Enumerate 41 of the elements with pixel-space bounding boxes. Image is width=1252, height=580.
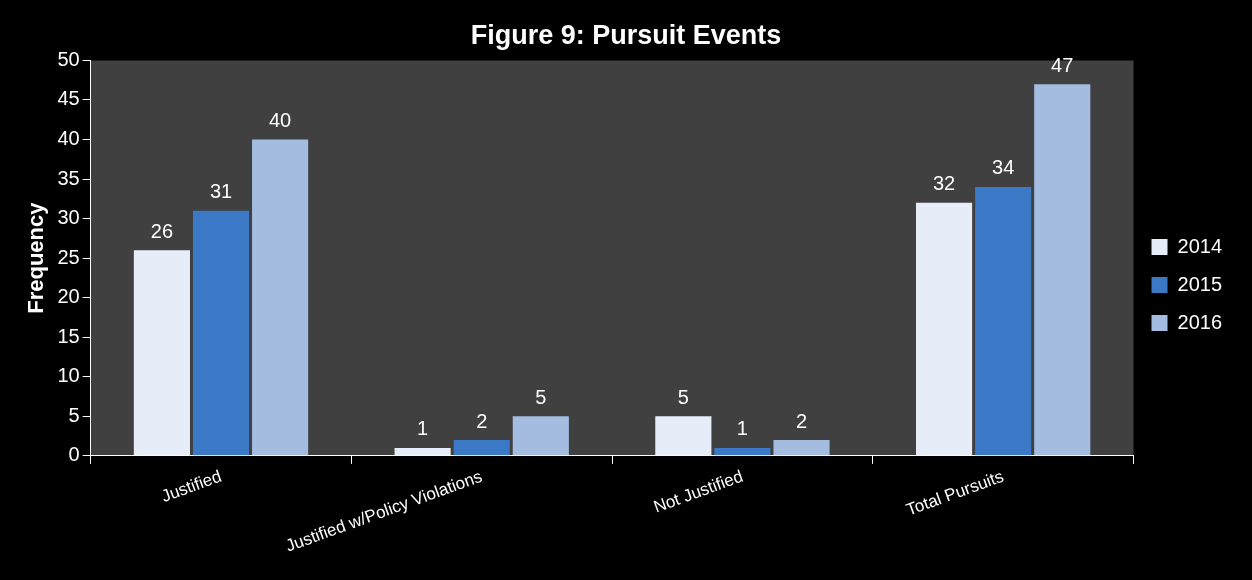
y-tick-label: 45 — [57, 87, 80, 110]
x-tick-label: Total Pursuits — [903, 466, 1007, 520]
legend-label: 2015 — [1177, 272, 1223, 295]
chart-title: Figure 9: Pursuit Events — [470, 19, 782, 50]
y-tick-label: 40 — [57, 127, 80, 149]
bar — [773, 440, 830, 456]
data-label: 31 — [209, 180, 233, 203]
y-tick-label: 5 — [68, 403, 80, 426]
data-label: 32 — [932, 172, 956, 195]
legend-label: 2014 — [1177, 234, 1223, 257]
bar — [512, 416, 569, 456]
data-label: 34 — [992, 156, 1015, 179]
bar — [394, 447, 451, 456]
data-label: 5 — [677, 385, 689, 408]
y-tick-label: 0 — [68, 443, 80, 466]
y-tick-label: 10 — [57, 364, 80, 387]
bar — [975, 186, 1032, 456]
data-label: 2 — [795, 409, 808, 432]
y-tick-label: 50 — [57, 47, 80, 70]
data-label: 2 — [476, 409, 488, 432]
data-label: 1 — [736, 417, 748, 440]
data-label: 47 — [1051, 53, 1074, 76]
y-tick-label: 35 — [57, 166, 80, 189]
bar — [192, 210, 250, 456]
bar — [252, 139, 309, 456]
y-tick-label: 30 — [57, 206, 80, 229]
bar — [1034, 84, 1091, 456]
data-label: 5 — [535, 385, 547, 408]
y-axis-title: Frequency — [23, 201, 49, 314]
data-label: 26 — [150, 219, 174, 242]
bar — [453, 440, 510, 456]
y-tick-label: 20 — [57, 285, 80, 308]
data-label: 40 — [268, 109, 292, 131]
data-label: 1 — [417, 417, 429, 440]
bar — [655, 416, 712, 456]
bar — [915, 202, 973, 456]
bar — [133, 250, 190, 456]
y-tick-label: 15 — [57, 324, 80, 347]
y-tick-label: 25 — [57, 245, 80, 268]
bar — [714, 447, 771, 456]
legend-label: 2016 — [1177, 310, 1223, 333]
